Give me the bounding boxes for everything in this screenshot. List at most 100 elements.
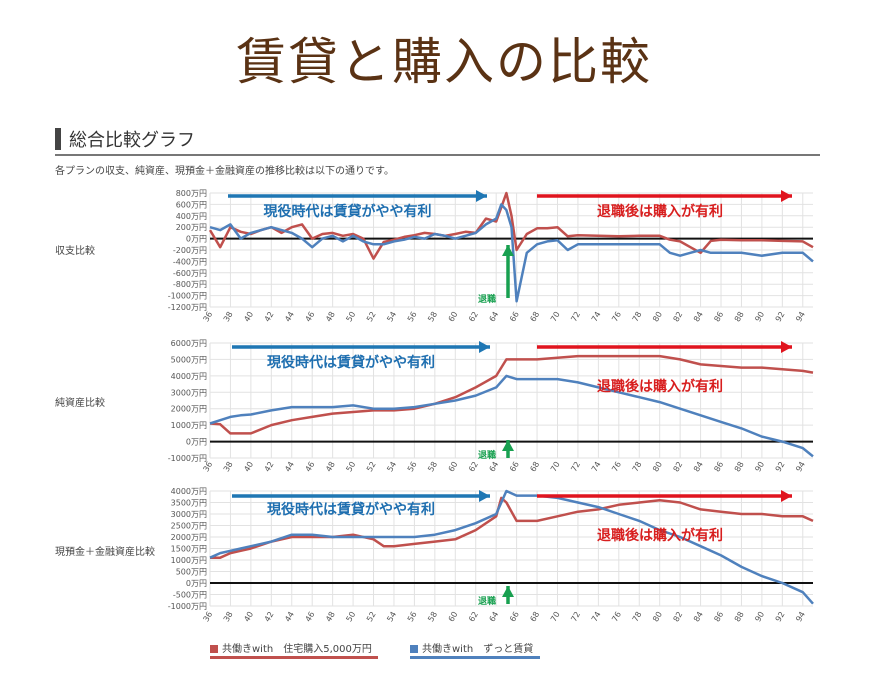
x-tick-label: 44	[283, 610, 296, 623]
x-tick-label: 46	[304, 460, 317, 473]
x-tick-label: 94	[794, 460, 807, 473]
x-tick-label: 50	[344, 310, 357, 323]
annotation-after: 退職後は購入が有利	[597, 203, 723, 220]
chart-description: 各プランの収支、純資産、現預金＋金融資産の推移比較は以下の通りです。	[55, 166, 394, 177]
retire-arrow-head	[502, 586, 514, 597]
x-tick-label: 66	[508, 460, 521, 473]
x-tick-label: 42	[263, 460, 276, 473]
y-tick-label: 200万円	[176, 223, 207, 232]
y-tick-label: -600万円	[173, 269, 207, 278]
x-tick-label: 90	[753, 610, 766, 623]
x-tick-label: 40	[242, 460, 255, 473]
x-tick-label: 52	[365, 460, 378, 473]
x-tick-label: 54	[385, 310, 398, 323]
x-tick-label: 82	[672, 310, 685, 323]
x-tick-label: 78	[631, 310, 644, 323]
annotation-after: 退職後は購入が有利	[597, 527, 723, 544]
row-label-cash-financial: 現預金＋金融資産比較	[55, 547, 155, 558]
x-tick-label: 86	[712, 310, 725, 323]
x-tick-label: 48	[324, 310, 337, 323]
x-tick-label: 84	[692, 610, 705, 623]
y-tick-label: 1500万円	[171, 545, 207, 554]
legend-swatch-purchase	[210, 645, 218, 653]
x-tick-label: 50	[344, 610, 357, 623]
red-arrow-head	[781, 341, 792, 353]
x-tick-label: 86	[712, 610, 725, 623]
x-tick-label: 42	[263, 610, 276, 623]
x-tick-label: 76	[610, 310, 623, 323]
x-tick-label: 90	[753, 310, 766, 323]
y-tick-label: -1200万円	[168, 303, 207, 312]
x-tick-label: 72	[569, 460, 582, 473]
x-tick-label: 46	[304, 610, 317, 623]
legend-underline-rent	[410, 656, 540, 659]
x-tick-label: 64	[488, 460, 501, 473]
y-tick-label: -1000万円	[168, 602, 207, 611]
legend-label-purchase: 共働きwith 住宅購入5,000万円	[222, 644, 372, 655]
x-tick-label: 38	[222, 310, 235, 323]
x-tick-label: 74	[590, 310, 603, 323]
page-title: 賃貸と購入の比較	[236, 33, 652, 91]
x-tick-label: 72	[569, 610, 582, 623]
chart-panel-1: 6000万円 5000万円 4000万円 3000万円 2000万円 1000万円 0万円 -…	[168, 339, 814, 473]
x-tick-label: 72	[569, 310, 582, 323]
x-tick-label: 84	[692, 460, 705, 473]
x-tick-label: 38	[222, 610, 235, 623]
x-tick-label: 66	[508, 610, 521, 623]
y-tick-label: 800万円	[176, 189, 207, 198]
y-tick-label: 4000万円	[171, 372, 207, 381]
x-tick-label: 40	[242, 610, 255, 623]
y-tick-label: -400万円	[173, 257, 207, 266]
series-line-rent	[209, 374, 814, 458]
x-tick-label: 66	[508, 310, 521, 323]
x-tick-label: 86	[712, 460, 725, 473]
x-tick-label: 88	[733, 610, 746, 623]
y-tick-label: 3500万円	[171, 499, 207, 508]
x-tick-label: 92	[774, 610, 787, 623]
y-tick-label: -1000万円	[168, 292, 207, 301]
x-tick-label: 88	[733, 460, 746, 473]
series-line-rent	[209, 489, 814, 605]
x-tick-label: 60	[447, 460, 460, 473]
x-tick-label: 94	[794, 610, 807, 623]
y-tick-label: 2000万円	[171, 533, 207, 542]
annotation-retire: 退職	[478, 595, 496, 607]
annotation-before: 現役時代は賃貸がやや有利	[264, 203, 432, 220]
red-arrow-head	[781, 190, 792, 202]
x-tick-label: 38	[222, 460, 235, 473]
legend-item-rent: 共働きwith ずっと賃貸	[410, 640, 533, 655]
y-tick-label: 3000万円	[171, 510, 207, 519]
x-tick-label: 78	[631, 610, 644, 623]
legend-underline-purchase	[210, 656, 378, 659]
x-tick-label: 68	[528, 310, 541, 323]
x-tick-label: 56	[406, 610, 419, 623]
x-tick-label: 60	[447, 610, 460, 623]
y-tick-label: 0万円	[186, 235, 207, 244]
y-tick-label: 2000万円	[171, 405, 207, 414]
annotation-before: 現役時代は賃貸がやや有利	[267, 354, 435, 371]
x-tick-label: 70	[549, 460, 562, 473]
y-tick-label: -500万円	[173, 591, 207, 600]
annotation-before: 現役時代は賃貸がやや有利	[267, 501, 435, 518]
series-line-purchase	[208, 191, 814, 260]
x-tick-label: 74	[590, 460, 603, 473]
y-tick-label: 2500万円	[171, 522, 207, 531]
legend-swatch-rent	[410, 645, 418, 653]
x-tick-label: 52	[365, 610, 378, 623]
legend: 共働きwith 住宅購入5,000万円 共働きwith ずっと賃貸	[210, 640, 810, 660]
y-tick-label: 1000万円	[171, 421, 207, 430]
section-header: 総合比較グラフ	[55, 124, 820, 156]
x-tick-label: 36	[201, 310, 214, 323]
y-tick-label: -1000万円	[168, 454, 207, 463]
x-tick-label: 90	[753, 460, 766, 473]
x-tick-label: 64	[488, 310, 501, 323]
x-tick-label: 64	[488, 610, 501, 623]
y-tick-label: 0万円	[186, 438, 207, 447]
x-tick-label: 84	[692, 310, 705, 323]
x-tick-label: 82	[672, 610, 685, 623]
y-tick-label: 3000万円	[171, 388, 207, 397]
x-tick-label: 68	[528, 610, 541, 623]
x-tick-label: 88	[733, 310, 746, 323]
y-tick-label: 1000万円	[171, 556, 207, 565]
